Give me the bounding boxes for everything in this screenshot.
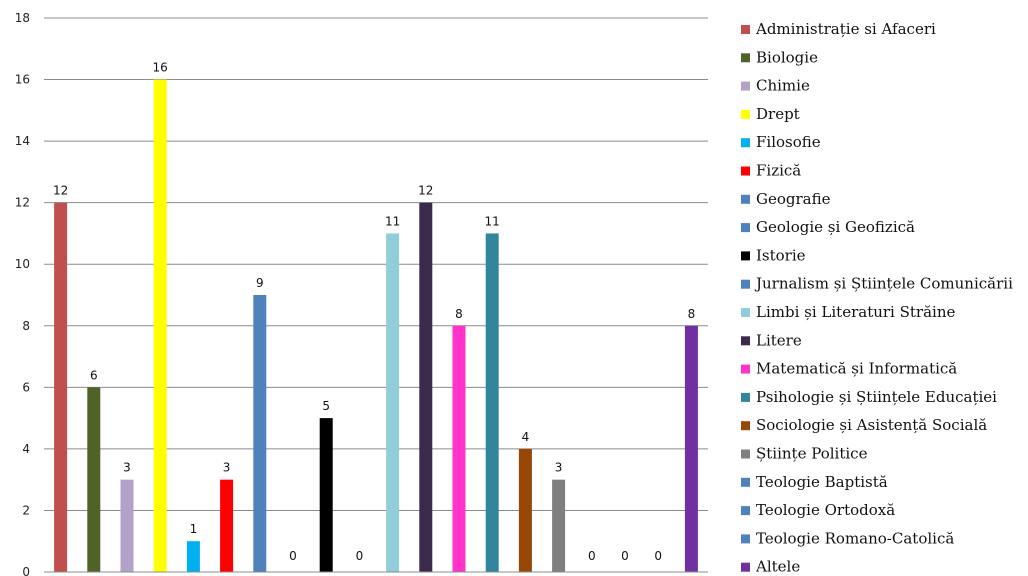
y-tick-label: 18: [15, 11, 30, 25]
legend-swatch: [741, 421, 750, 431]
legend-swatch: [741, 194, 750, 204]
bar: [552, 479, 566, 572]
data-label: 4: [522, 430, 530, 444]
legend-swatch: [741, 109, 750, 119]
legend-swatch: [741, 392, 750, 402]
legend-item-label: Filosofie: [756, 133, 821, 151]
legend-item-label: Teologie Baptistă: [756, 473, 888, 491]
bar: [153, 79, 167, 573]
legend-swatch: [741, 308, 750, 317]
legend-swatch: [741, 449, 750, 459]
data-label: 3: [555, 461, 563, 475]
data-label: 1: [190, 522, 198, 536]
data-label: 0: [356, 549, 364, 563]
legend-item-label: Matematică și Informatică: [756, 360, 957, 378]
bar: [87, 387, 101, 572]
legend-item-label: Biologie: [756, 48, 818, 66]
legend-swatch: [741, 364, 750, 374]
data-label: 3: [123, 461, 131, 475]
legend-swatch: [741, 25, 750, 34]
legend-item-label: Teologie Ortodoxă: [756, 501, 895, 519]
data-label: 11: [385, 214, 400, 228]
data-label: 0: [289, 549, 297, 563]
legend-swatch: [741, 53, 750, 63]
bar: [684, 325, 698, 572]
y-tick-label: 6: [22, 380, 30, 394]
legend-item-label: Fizică: [756, 162, 801, 180]
legend-swatch: [741, 138, 750, 148]
data-label: 11: [485, 214, 500, 228]
legend-swatch: [741, 562, 750, 572]
y-tick-label: 12: [15, 196, 30, 210]
y-tick-label: 14: [15, 134, 30, 148]
gridlines: [44, 17, 708, 511]
data-label: 6: [90, 368, 98, 382]
y-tick-label: 16: [15, 73, 30, 87]
legend-swatch: [741, 477, 750, 487]
data-labels: 12 6 3 16 1 3 9 0 5 0 11 12 8 11 4 3 0 0 0 8: [53, 61, 695, 563]
legend-item-label: Administrație si Afaceri: [755, 20, 936, 38]
data-label: 16: [153, 61, 168, 75]
y-tick-label: 4: [22, 442, 30, 456]
legend-swatch: [741, 223, 750, 233]
legend-item-label: Altele: [755, 558, 800, 576]
bar: [253, 295, 267, 572]
legend-swatch: [741, 279, 750, 289]
legend-item-label: Științe Politice: [756, 445, 868, 463]
bars: [54, 79, 698, 573]
bar: [518, 448, 532, 572]
y-tick-label: 10: [15, 257, 30, 271]
bar: [220, 479, 234, 572]
legend-swatch: [741, 166, 750, 176]
legend-item-label: Teologie Romano-Catolică: [756, 529, 954, 547]
legend-swatch: [741, 251, 750, 261]
data-label: 9: [256, 276, 264, 290]
legend-item-label: Psihologie și Științele Educației: [756, 388, 997, 406]
data-label: 0: [588, 549, 596, 563]
legend-item-label: Drept: [756, 105, 800, 123]
y-tick-label: 2: [22, 503, 30, 517]
legend-item-label: Chimie: [756, 77, 810, 95]
bar: [186, 541, 200, 572]
legend-swatch: [741, 506, 750, 516]
data-label: 12: [418, 184, 433, 198]
legend-item-label: Geologie și Geofizică: [756, 218, 915, 236]
legend-item-label: Litere: [756, 331, 802, 349]
y-tick-label: 8: [22, 319, 30, 333]
bar: [485, 233, 499, 572]
legend-item-label: Geografie: [756, 190, 831, 208]
data-label: 8: [688, 307, 696, 321]
data-label: 5: [322, 399, 330, 413]
bar: [319, 418, 333, 572]
bar: [120, 479, 134, 572]
y-tick-label: 0: [22, 565, 30, 576]
data-label: 0: [621, 549, 629, 563]
data-label: 0: [654, 549, 662, 563]
data-label: 3: [223, 461, 231, 475]
legend-swatch: [741, 81, 750, 91]
legend-swatch: [741, 336, 750, 346]
legend-item-label: Sociologie și Asistență Socială: [756, 416, 987, 434]
bar: [419, 202, 433, 572]
y-axis-tick-labels: 0 2 4 6 8 10 12 14 16 18: [15, 11, 30, 576]
legend-item-label: Istorie: [756, 246, 806, 264]
data-label: 8: [455, 307, 463, 321]
legend-item-label: Jurnalism și Științele Comunicării: [754, 275, 1013, 293]
legend-swatch: [741, 534, 750, 544]
bar: [386, 233, 400, 572]
legend-item-label: Limbi și Literaturi Străine: [756, 303, 955, 321]
bar: [54, 202, 68, 572]
bar: [452, 325, 466, 572]
data-label: 12: [53, 184, 68, 198]
legend: Administrație si Afaceri Biologie Chimie Dr…: [741, 20, 1013, 576]
